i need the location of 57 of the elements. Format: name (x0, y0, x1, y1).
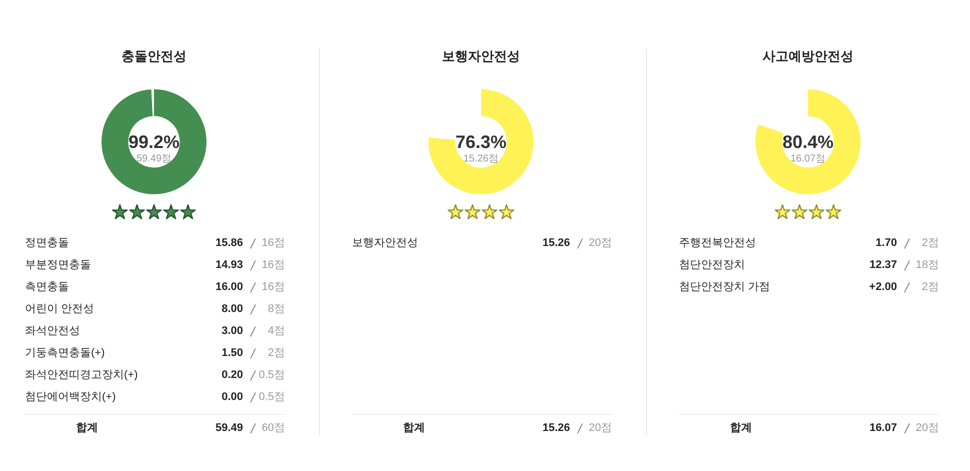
data-label: 99.2% (128, 132, 180, 152)
data-label: 20점 (916, 421, 939, 436)
category-label: 합계 (403, 421, 425, 436)
data-label: 4점 (268, 324, 285, 339)
category-label: 첨단안전장치 가점 (679, 280, 770, 295)
data-label: 8.00 (222, 302, 243, 317)
data-label: 0.00 (222, 390, 243, 405)
category-label: 합계 (76, 421, 98, 436)
data-label: 15.26 (542, 421, 570, 436)
category-label: 첨단안전장치 (679, 258, 745, 273)
text: 16.07점 (790, 154, 826, 165)
data-label: 0.5점 (258, 368, 285, 383)
chart-title: 사고예방안전성 (762, 48, 854, 64)
category-label: 정면충돌 (25, 236, 69, 251)
data-label: 16점 (262, 258, 285, 273)
data-label: 15.86 (215, 236, 243, 251)
data-label: 59.49 (215, 421, 243, 436)
data-label: 2점 (922, 280, 939, 295)
data-label: 1.50 (222, 346, 243, 361)
data-label: 20점 (588, 421, 612, 436)
data-label: 0.20 (222, 368, 243, 383)
data-label: 0.5점 (258, 390, 285, 405)
category-label: 좌석안전성 (25, 324, 80, 339)
data-label: 15.26 (542, 236, 570, 251)
category-label: 측면충돌 (25, 280, 69, 295)
data-label: 60점 (262, 421, 285, 436)
data-label: +2.00 (869, 280, 897, 295)
data-label: 20점 (588, 236, 612, 251)
text: 15.26점 (463, 154, 499, 165)
text: 59.49점 (136, 154, 172, 165)
data-label: 14.93 (215, 258, 243, 273)
data-label: 1.70 (876, 236, 897, 251)
data-label: 16.07 (869, 421, 897, 436)
data-label: 3.00 (222, 324, 243, 339)
category-label: 주행전복안전성 (679, 236, 756, 251)
category-label: 부분정면충돌 (25, 258, 91, 273)
category-label: 합계 (730, 421, 752, 436)
data-label: 16점 (262, 236, 285, 251)
data-label: 2점 (922, 236, 939, 251)
chart-title: 충돌안전성 (122, 48, 186, 64)
category-label: 기둥측면충돌(+) (25, 346, 105, 361)
data-label: 80.4% (782, 132, 834, 152)
data-label: 8점 (268, 302, 285, 317)
data-label: 2점 (268, 346, 285, 361)
category-label: 좌석안전띠경고장치(+) (25, 368, 138, 383)
data-label: 76.3% (455, 132, 507, 152)
text: ★★★★★ (111, 202, 197, 224)
text: ★★★★ (774, 202, 842, 224)
data-label: 16.00 (215, 280, 243, 295)
chart-title: 보행자안전성 (442, 48, 520, 64)
data-label: 12.37 (869, 258, 897, 273)
data-label: 16점 (262, 280, 285, 295)
data-label: 18점 (916, 258, 939, 273)
category-label: 보행자안전성 (352, 236, 418, 251)
text: ★★★★ (446, 202, 516, 224)
category-label: 어린이 안전성 (25, 302, 94, 317)
category-label: 첨단에어백장치(+) (25, 390, 116, 405)
